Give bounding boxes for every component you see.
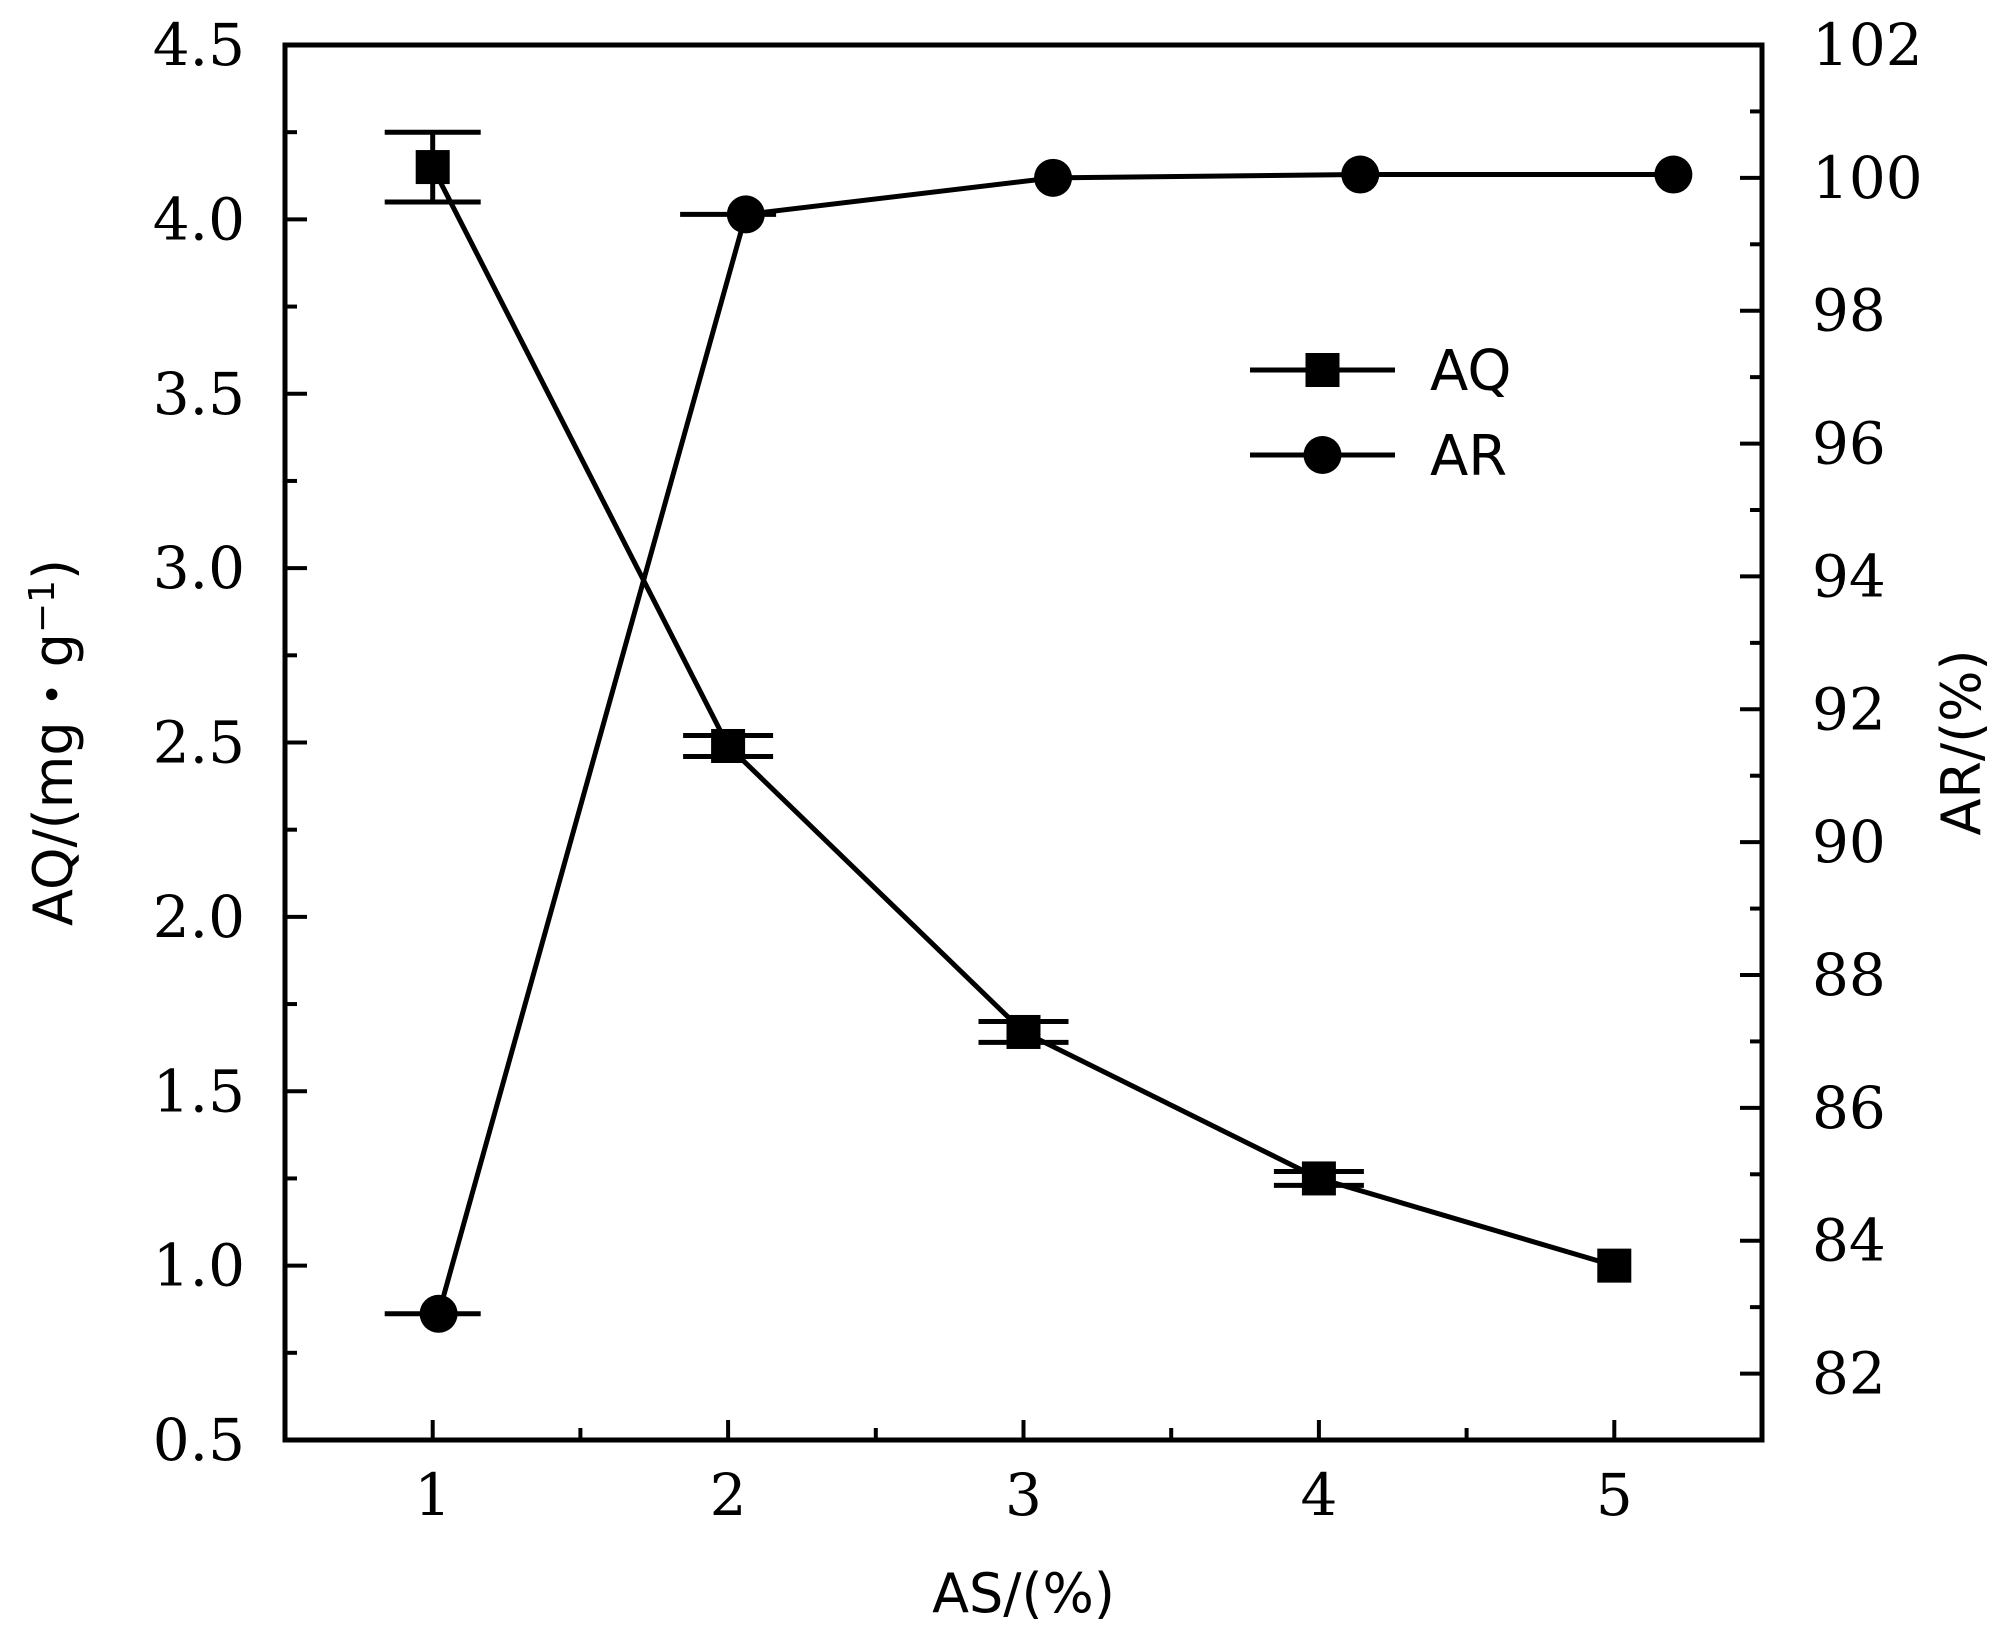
error-bars	[384, 129, 1364, 1317]
legend-marker-AQ	[1305, 353, 1340, 387]
yl-tick-label: 4.0	[153, 185, 245, 253]
series-point-AQ	[415, 150, 450, 185]
yl-tick-label: 3.5	[153, 360, 245, 428]
yl-tick-label: 1.5	[153, 1057, 245, 1125]
plot-frame	[282, 42, 1765, 1443]
series-point-AR	[1034, 158, 1073, 197]
legend-label-AQ: AQ	[1430, 339, 1511, 404]
left-y-title-prefix: AQ/(mg・g	[22, 633, 85, 926]
yr-tick-label: 94	[1812, 542, 1886, 610]
series-markers	[415, 150, 1693, 1333]
left-y-title-suffix: )	[22, 559, 85, 580]
yl-tick-label: 2.0	[153, 883, 245, 951]
x-tick-label: 5	[1596, 1461, 1633, 1529]
yr-tick-label: 86	[1812, 1074, 1886, 1142]
yr-tick-label: 98	[1812, 277, 1886, 345]
yr-tick-label: 84	[1812, 1207, 1886, 1275]
x-tick-label: 3	[1005, 1461, 1042, 1529]
tick-labels: 1 2 3 4 5 0.5 1.0 1.5 2.0 2.5 3.0 3.5 4.0 4.5 82 84 86 88…	[153, 11, 1923, 1529]
yl-tick-label: 2.5	[153, 709, 245, 777]
yl-tick-label: 0.5	[153, 1406, 245, 1474]
axes	[282, 42, 1765, 1443]
series-point-AR	[419, 1294, 458, 1333]
yr-tick-label: 102	[1812, 11, 1923, 79]
yr-tick-label: 92	[1812, 675, 1886, 743]
series-point-AR	[1341, 155, 1380, 194]
yr-tick-label: 100	[1812, 144, 1923, 212]
yl-tick-label: 3.0	[153, 534, 245, 602]
axis-titles: AS/(%) AQ/(mg・g−1) AR/(%)	[22, 559, 1993, 1625]
series-point-AQ	[711, 728, 746, 763]
legend-marker-AR	[1303, 436, 1342, 474]
right-y-axis-title: AR/(%)	[1930, 649, 1993, 835]
series-point-AQ	[1301, 1161, 1336, 1196]
yr-tick-label: 82	[1812, 1340, 1886, 1408]
x-tick-label: 1	[414, 1461, 451, 1529]
x-tick-label: 4	[1300, 1461, 1337, 1529]
yr-tick-label: 90	[1812, 808, 1886, 876]
series-point-AQ	[1006, 1014, 1041, 1049]
left-y-title-sup: −1	[22, 580, 63, 633]
series-point-AR	[726, 195, 765, 234]
yl-tick-label: 4.5	[153, 11, 245, 79]
legend: AQ AR	[1250, 339, 1511, 489]
x-axis-title: AS/(%)	[932, 1562, 1115, 1625]
series-point-AQ	[1597, 1248, 1632, 1283]
yl-tick-label: 1.0	[153, 1232, 245, 1300]
yr-tick-label: 88	[1812, 941, 1886, 1009]
x-tick-label: 2	[710, 1461, 747, 1529]
yr-tick-label: 96	[1812, 410, 1886, 478]
series-point-AR	[1654, 155, 1693, 194]
legend-label-AR: AR	[1430, 424, 1507, 489]
left-y-axis-title: AQ/(mg・g−1)	[22, 559, 85, 926]
series-line-AQ	[430, 165, 1616, 1269]
